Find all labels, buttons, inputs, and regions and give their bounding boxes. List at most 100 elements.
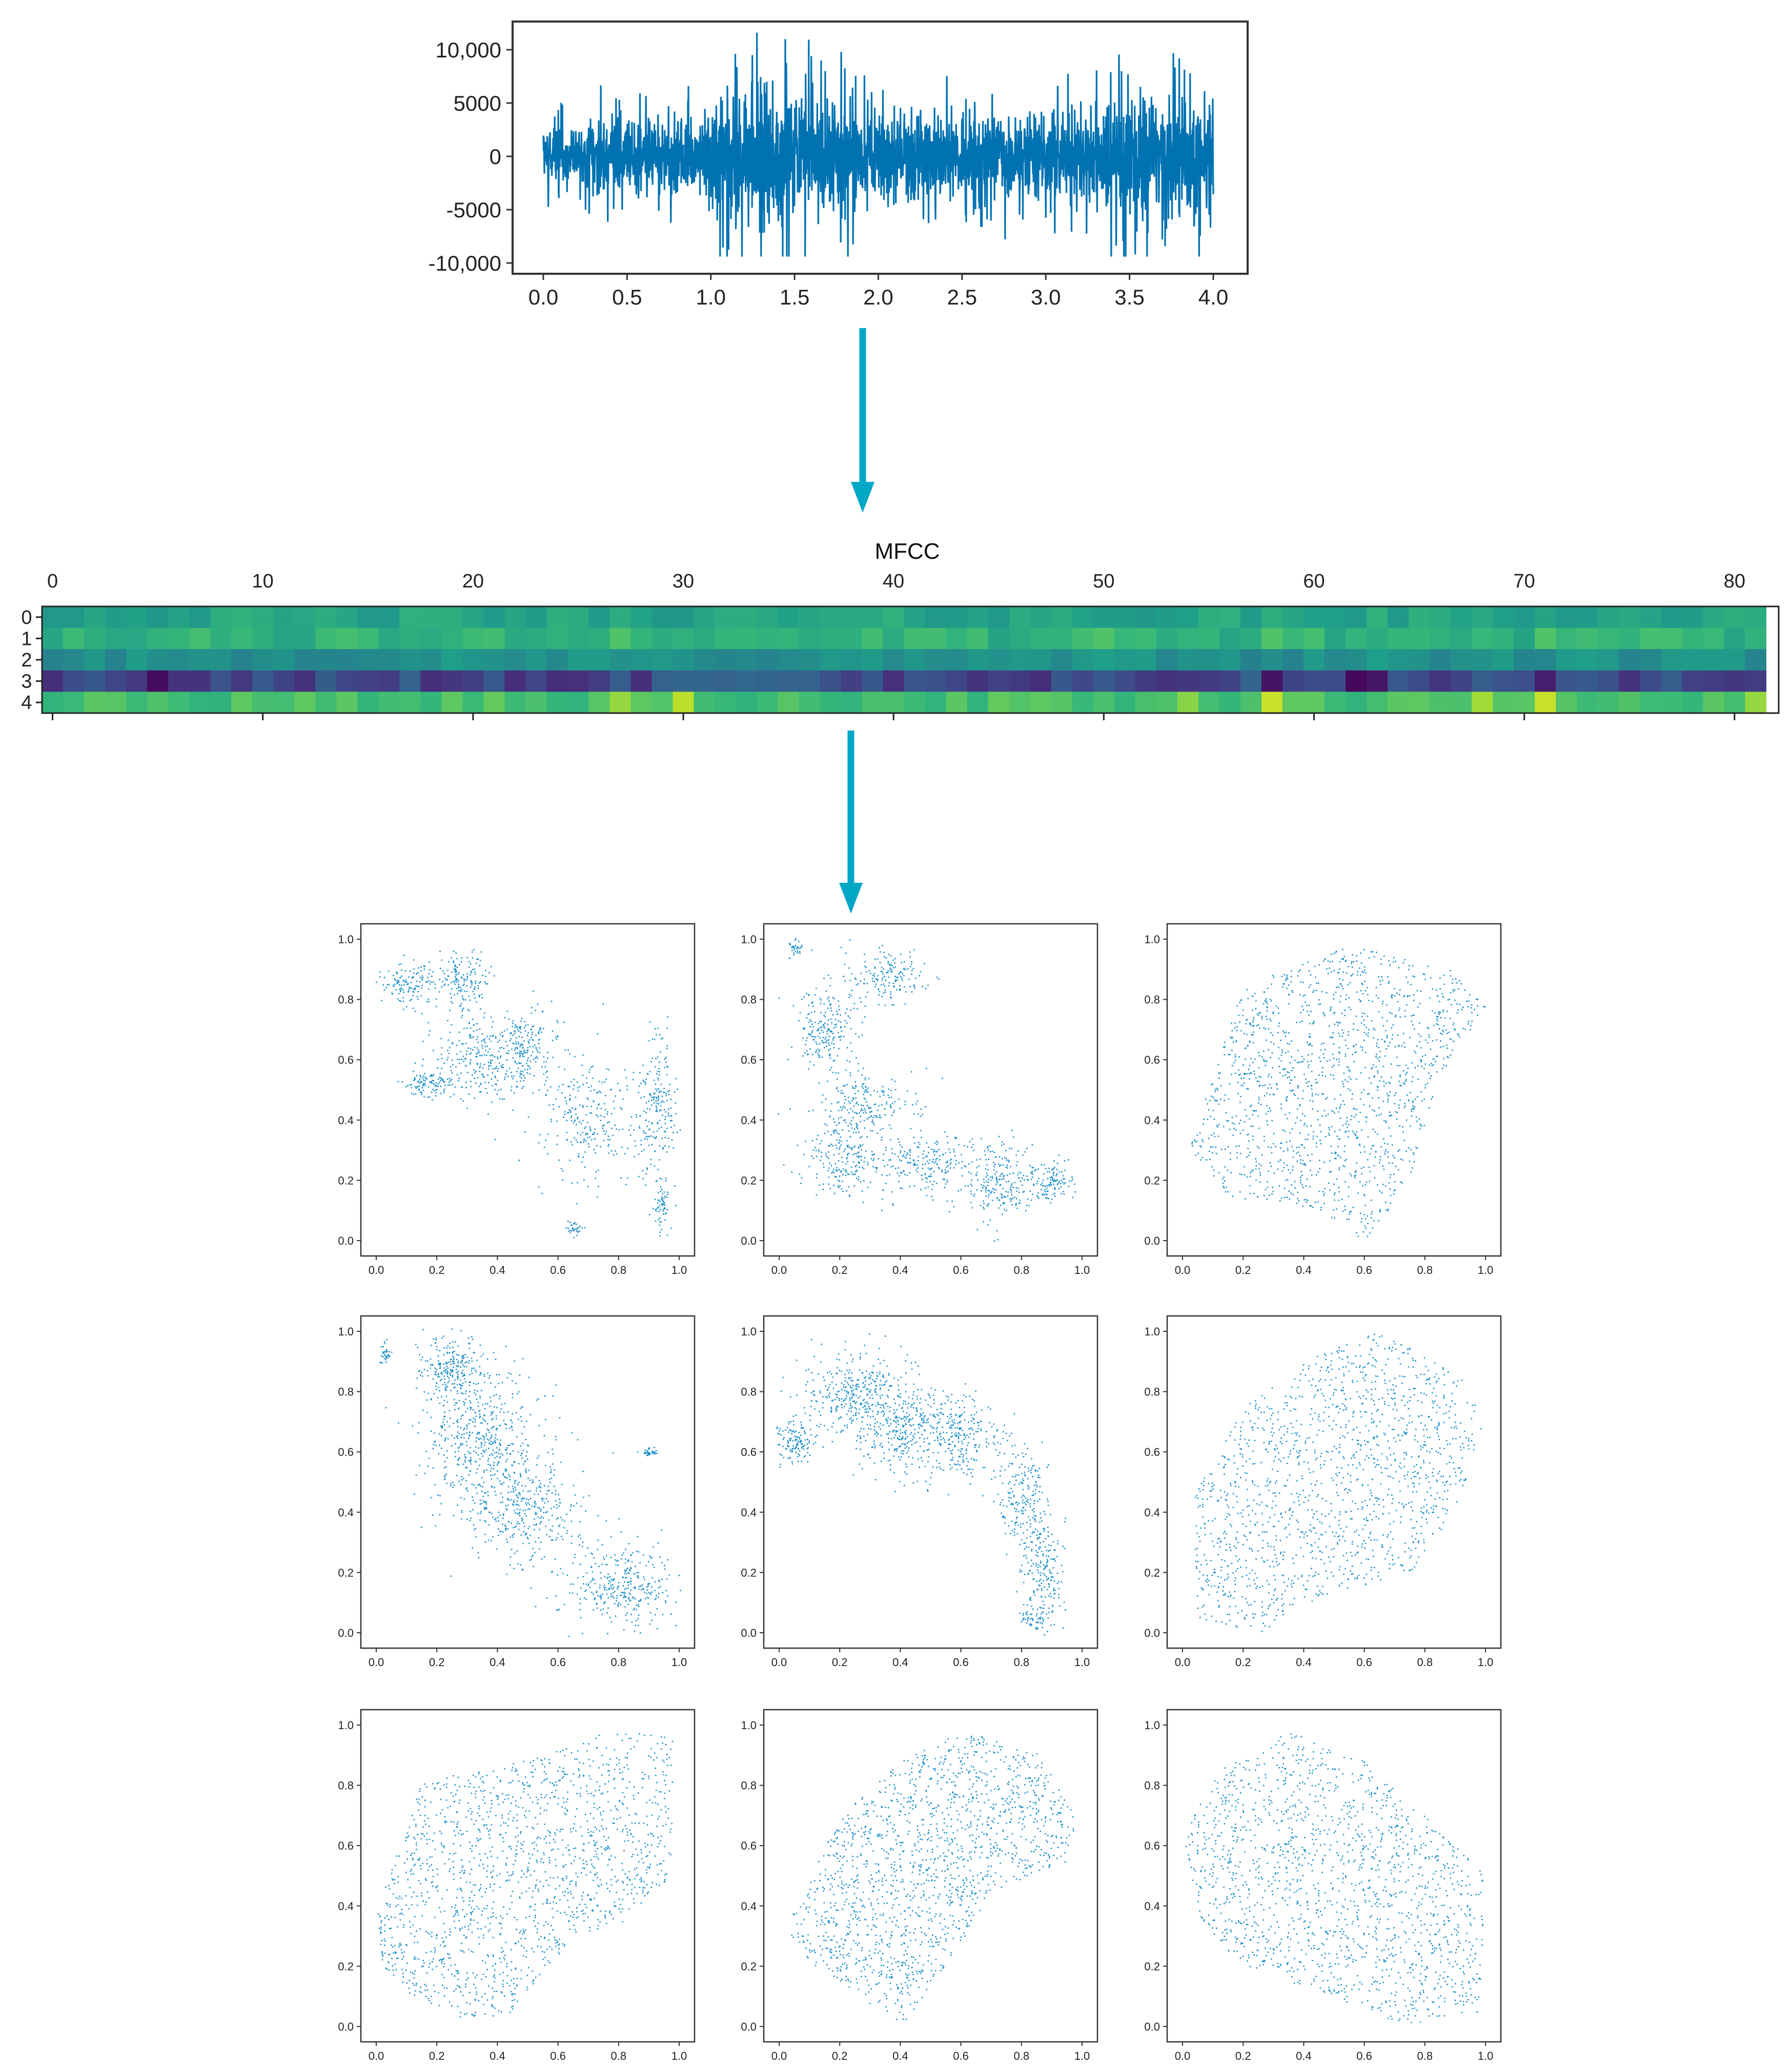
mfcc-cell <box>294 649 316 671</box>
scatter-x-tick-label: 0.6 <box>953 1656 969 1669</box>
mfcc-cell <box>441 627 463 650</box>
mfcc-cell <box>231 627 253 650</box>
mfcc-cell <box>441 692 463 714</box>
mfcc-cell <box>1724 627 1745 650</box>
mfcc-y-tick-label: 2 <box>21 650 32 671</box>
scatter-points <box>379 1328 681 1637</box>
mfcc-cell <box>1114 606 1136 628</box>
mfcc-cell <box>673 649 695 671</box>
scatter-y-tick-label: 0.0 <box>338 2020 354 2033</box>
mfcc-cell <box>567 670 589 692</box>
mfcc-cell <box>1282 670 1304 692</box>
mfcc-cell <box>1030 649 1052 671</box>
mfcc-cell <box>1261 692 1283 714</box>
mfcc-cell <box>925 692 947 714</box>
mfcc-cell <box>567 649 589 671</box>
arrow1-head <box>851 482 874 513</box>
mfcc-cell <box>1556 606 1577 628</box>
mfcc-cell <box>1388 692 1409 714</box>
mfcc-cell <box>757 627 779 650</box>
mfcc-cell <box>736 606 758 628</box>
mfcc-cell <box>1240 627 1262 650</box>
mfcc-cell <box>841 692 863 714</box>
scatter-y-tick-label: 1.0 <box>1144 1325 1160 1338</box>
mfcc-cell <box>1261 627 1283 650</box>
mfcc-cell <box>84 649 106 671</box>
mfcc-cell <box>1724 606 1745 628</box>
mfcc-cell <box>715 627 737 650</box>
mfcc-cell <box>483 670 505 692</box>
scatter-x-tick-label: 0.4 <box>1296 1264 1312 1276</box>
mfcc-cell <box>567 606 589 628</box>
mfcc-cell <box>1451 606 1472 628</box>
scatter-points <box>1191 948 1486 1237</box>
mfcc-cell <box>820 692 842 714</box>
mfcc-cell <box>1325 606 1346 628</box>
scatter-x-tick-label: 0.6 <box>953 1264 969 1276</box>
mfcc-cell <box>1514 692 1535 714</box>
mfcc-cell <box>694 670 716 692</box>
mfcc-cell <box>1093 649 1115 671</box>
mfcc-cell <box>378 627 400 650</box>
mfcc-cell <box>673 606 695 628</box>
mfcc-cell <box>736 692 758 714</box>
mfcc-cell <box>1030 670 1052 692</box>
mfcc-cell <box>1051 627 1073 650</box>
mfcc-cell <box>1367 606 1388 628</box>
mfcc-cell <box>1577 692 1598 714</box>
mfcc-cell <box>1388 606 1409 628</box>
mfcc-cell <box>336 692 358 714</box>
mfcc-cell <box>42 670 64 692</box>
mfcc-cell <box>42 606 64 628</box>
scatter-y-tick-label: 0.8 <box>741 994 757 1006</box>
mfcc-cell <box>988 627 1010 650</box>
mfcc-cell <box>1219 692 1241 714</box>
mfcc-cell <box>1282 606 1304 628</box>
mfcc-cell <box>546 606 568 628</box>
mfcc-cell <box>273 649 295 671</box>
mfcc-cell <box>1198 627 1220 650</box>
waveform-x-tick-label: 1.0 <box>696 285 726 309</box>
mfcc-cell <box>1051 649 1073 671</box>
mfcc-cell <box>273 670 295 692</box>
mfcc-cell <box>1346 627 1367 650</box>
scatter-x-tick-label: 0.4 <box>1296 1656 1312 1669</box>
mfcc-cell <box>1703 627 1724 650</box>
mfcc-cell <box>1325 627 1346 650</box>
scatter-x-tick-label: 0.6 <box>953 2050 969 2062</box>
mfcc-cell <box>105 606 127 628</box>
mfcc-cell <box>42 692 64 714</box>
mfcc-cell <box>715 606 737 628</box>
mfcc-cell <box>799 670 821 692</box>
mfcc-cell <box>84 670 106 692</box>
scatter-y-tick-label: 0.8 <box>338 994 354 1006</box>
mfcc-cell <box>1661 692 1682 714</box>
mfcc-cell <box>147 692 169 714</box>
arrow2-head <box>839 883 863 914</box>
scatter-x-tick-label: 0.8 <box>1417 2050 1433 2062</box>
mfcc-cell <box>1135 670 1157 692</box>
mfcc-cell <box>925 627 947 650</box>
mfcc-cell <box>1135 649 1157 671</box>
mfcc-cell <box>904 627 926 650</box>
scatter-x-tick-label: 0.6 <box>550 2050 566 2062</box>
mfcc-cell <box>1367 627 1388 650</box>
scatter-y-tick-label: 1.0 <box>1144 1719 1160 1732</box>
mfcc-cell <box>651 606 674 628</box>
mfcc-cell <box>1114 692 1136 714</box>
mfcc-cell <box>757 692 779 714</box>
mfcc-cell <box>189 670 211 692</box>
mfcc-cell <box>904 670 926 692</box>
mfcc-cell <box>252 692 274 714</box>
mfcc-cell <box>1198 606 1220 628</box>
mfcc-cell <box>904 649 926 671</box>
mfcc-cell <box>168 627 190 650</box>
mfcc-cell <box>294 606 316 628</box>
mfcc-cell <box>378 692 400 714</box>
scatter-x-tick-label: 0.4 <box>1296 2050 1312 2062</box>
mfcc-x-tick-label: 60 <box>1303 571 1325 592</box>
mfcc-cell <box>1177 627 1199 650</box>
mfcc-cell <box>862 692 884 714</box>
mfcc-cell <box>736 649 758 671</box>
waveform-x-tick-label: 2.5 <box>947 285 977 309</box>
